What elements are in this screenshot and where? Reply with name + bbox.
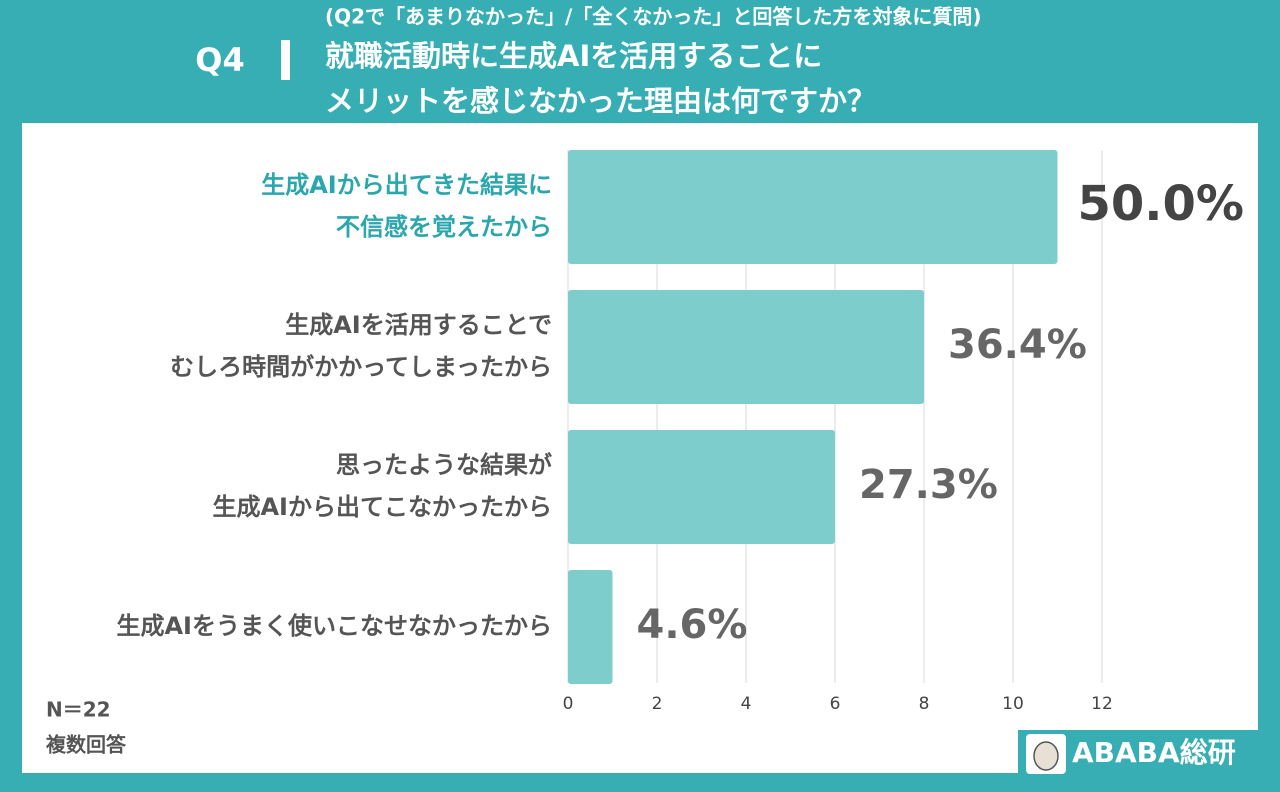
bar <box>568 290 924 404</box>
note: N＝22 <box>46 698 111 722</box>
value-label: 36.4% <box>948 322 1087 368</box>
y-tick-label: 生成AIから出てきた結果に <box>261 171 552 199</box>
y-tick-label: 思ったような結果が <box>336 451 552 479</box>
y-tick-label: 生成AIから出てこなかったから <box>212 493 552 521</box>
bar <box>568 150 1058 264</box>
bar <box>568 570 613 684</box>
value-label: 4.6% <box>637 602 748 648</box>
y-tick-label: 不信感を覚えたから <box>336 213 552 241</box>
bar <box>568 430 835 544</box>
x-tick-label: 2 <box>652 694 663 714</box>
question-number: Q4 <box>195 41 244 79</box>
logo-text: ABABA総研 <box>1072 736 1236 769</box>
x-tick-label: 12 <box>1091 694 1113 714</box>
logo-icon-face <box>1033 741 1059 771</box>
title-line: 就職活動時に生成AIを活用することに <box>325 39 822 73</box>
x-tick-label: 10 <box>1002 694 1024 714</box>
logo: ABABA総研 <box>1018 730 1258 776</box>
note: 複数回答 <box>46 733 127 757</box>
y-tick-label: むしろ時間がかかってしまったから <box>170 353 552 381</box>
x-tick-label: 4 <box>741 694 752 714</box>
value-label: 27.3% <box>859 462 998 508</box>
x-tick-label: 8 <box>919 694 930 714</box>
subtitle: (Q2で「あまりなかった」/「全くなかった」と回答した方を対象に質問) <box>325 5 982 29</box>
divider <box>281 40 290 80</box>
y-tick-label: 生成AIを活用することで <box>285 311 552 339</box>
title-line: メリットを感じなかった理由は何ですか？ <box>325 84 876 118</box>
x-tick-label: 0 <box>563 694 574 714</box>
x-tick-label: 6 <box>830 694 841 714</box>
y-tick-label: 生成AIをうまく使いこなせなかったから <box>116 612 552 640</box>
value-label: 50.0% <box>1078 176 1245 232</box>
